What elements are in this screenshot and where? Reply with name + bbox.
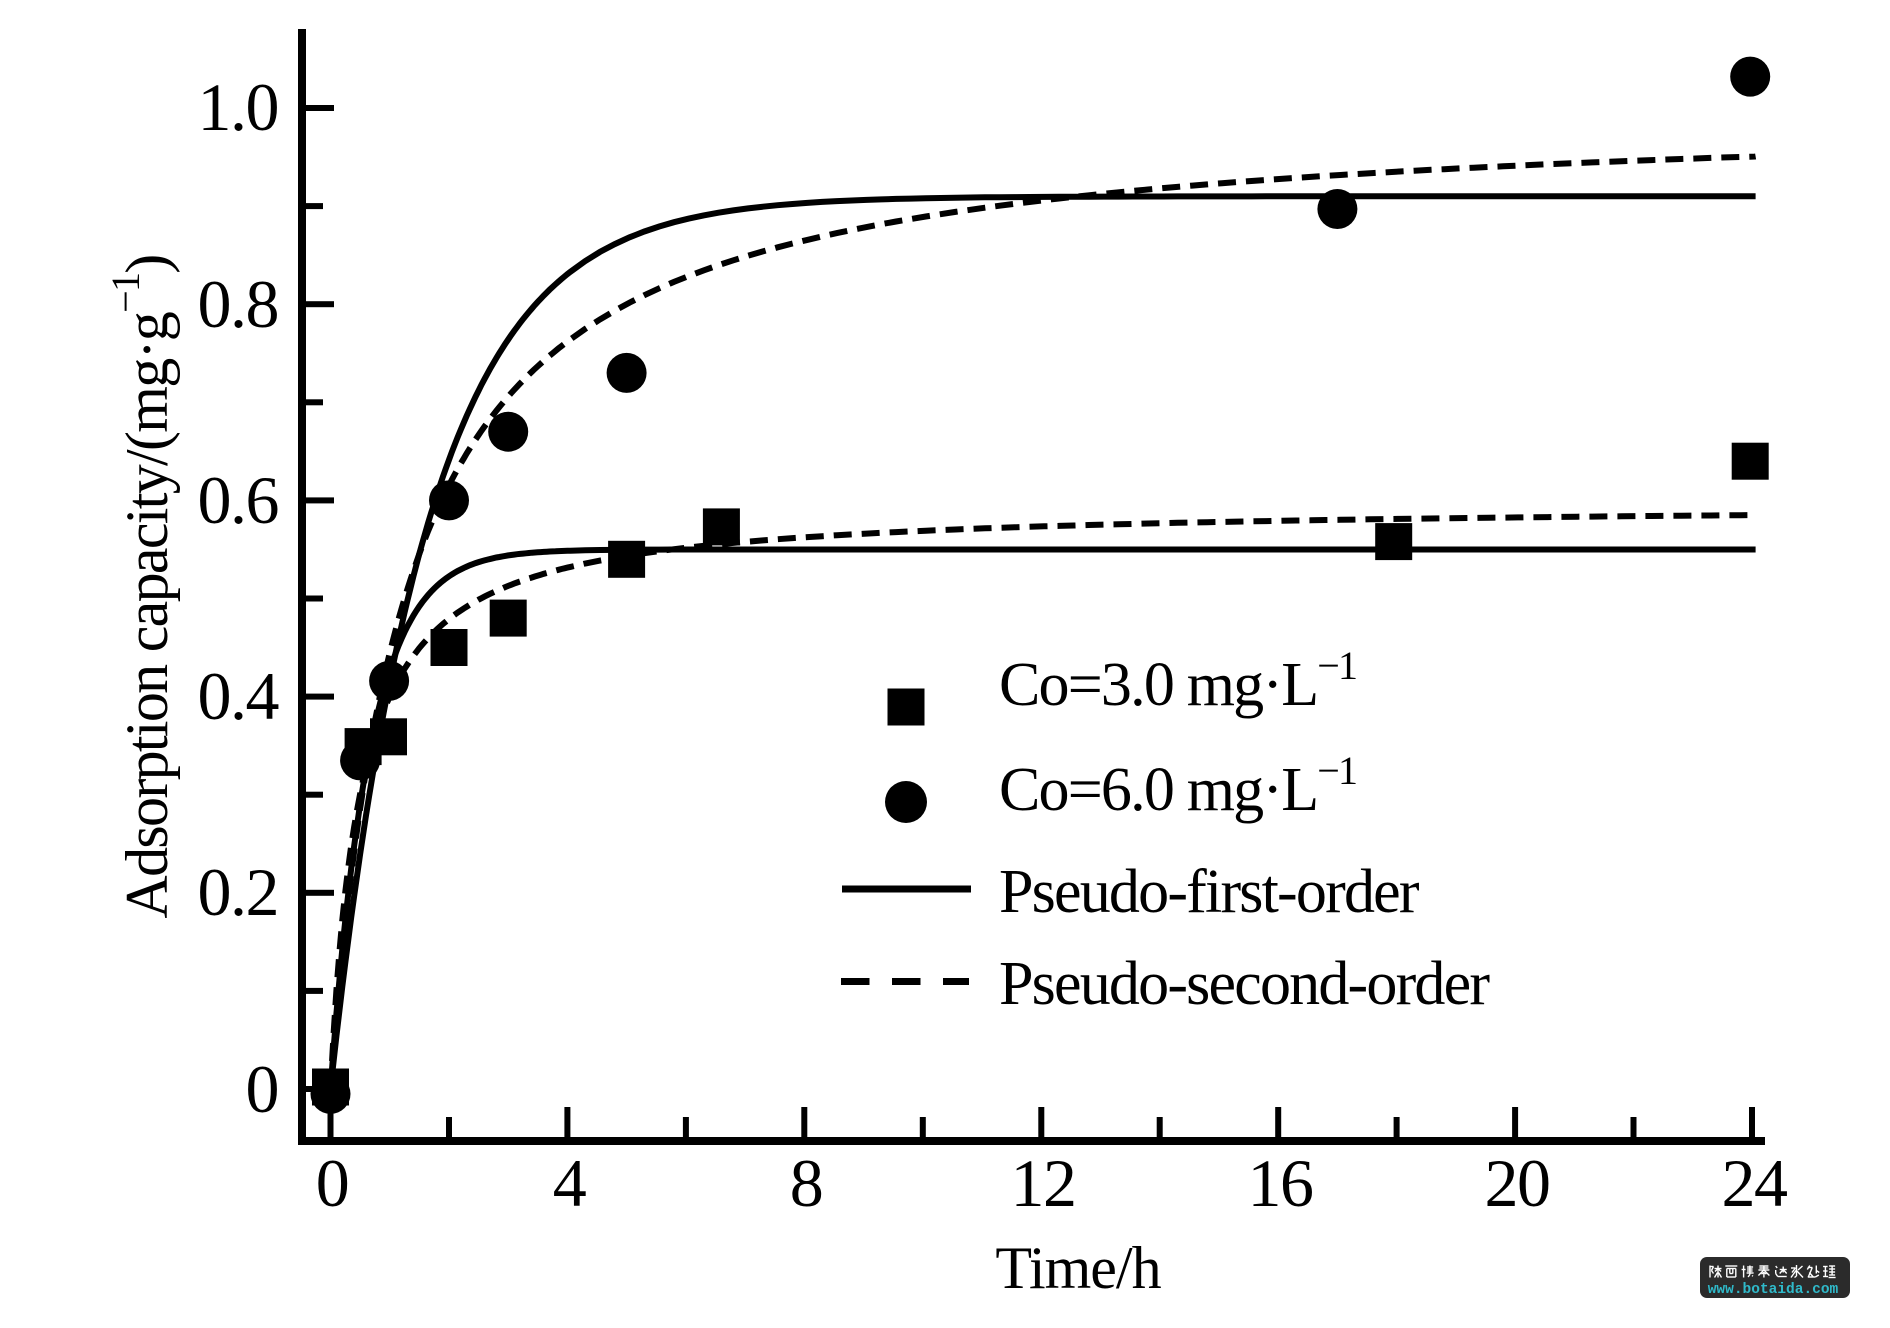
svg-text:24: 24 (1722, 1145, 1788, 1221)
svg-text:Co=6.0 mg·L−1: Co=6.0 mg·L−1 (999, 748, 1356, 824)
svg-text:www.botaida.com: www.botaida.com (1708, 1282, 1839, 1298)
svg-text:4: 4 (553, 1145, 586, 1221)
svg-text:0.6: 0.6 (198, 462, 279, 538)
svg-text:Pseudo-second-order: Pseudo-second-order (999, 950, 1490, 1018)
svg-text:0.4: 0.4 (198, 658, 279, 734)
svg-text:20: 20 (1485, 1145, 1550, 1221)
svg-text:0: 0 (246, 1051, 279, 1127)
svg-text:Adsorption capacity/(mg·g−1): Adsorption capacity/(mg·g−1) (103, 255, 180, 918)
svg-text:Co=3.0 mg·L−1: Co=3.0 mg·L−1 (999, 643, 1356, 719)
svg-text:0: 0 (316, 1145, 349, 1221)
svg-text:1.0: 1.0 (198, 69, 279, 145)
svg-text:Pseudo-first-order: Pseudo-first-order (999, 858, 1420, 926)
svg-text:12: 12 (1011, 1145, 1076, 1221)
svg-text:0.2: 0.2 (198, 854, 279, 930)
svg-text:16: 16 (1248, 1145, 1313, 1221)
svg-text:0.8: 0.8 (198, 266, 279, 342)
svg-text:Time/h: Time/h (995, 1235, 1161, 1301)
svg-text:8: 8 (790, 1145, 823, 1221)
